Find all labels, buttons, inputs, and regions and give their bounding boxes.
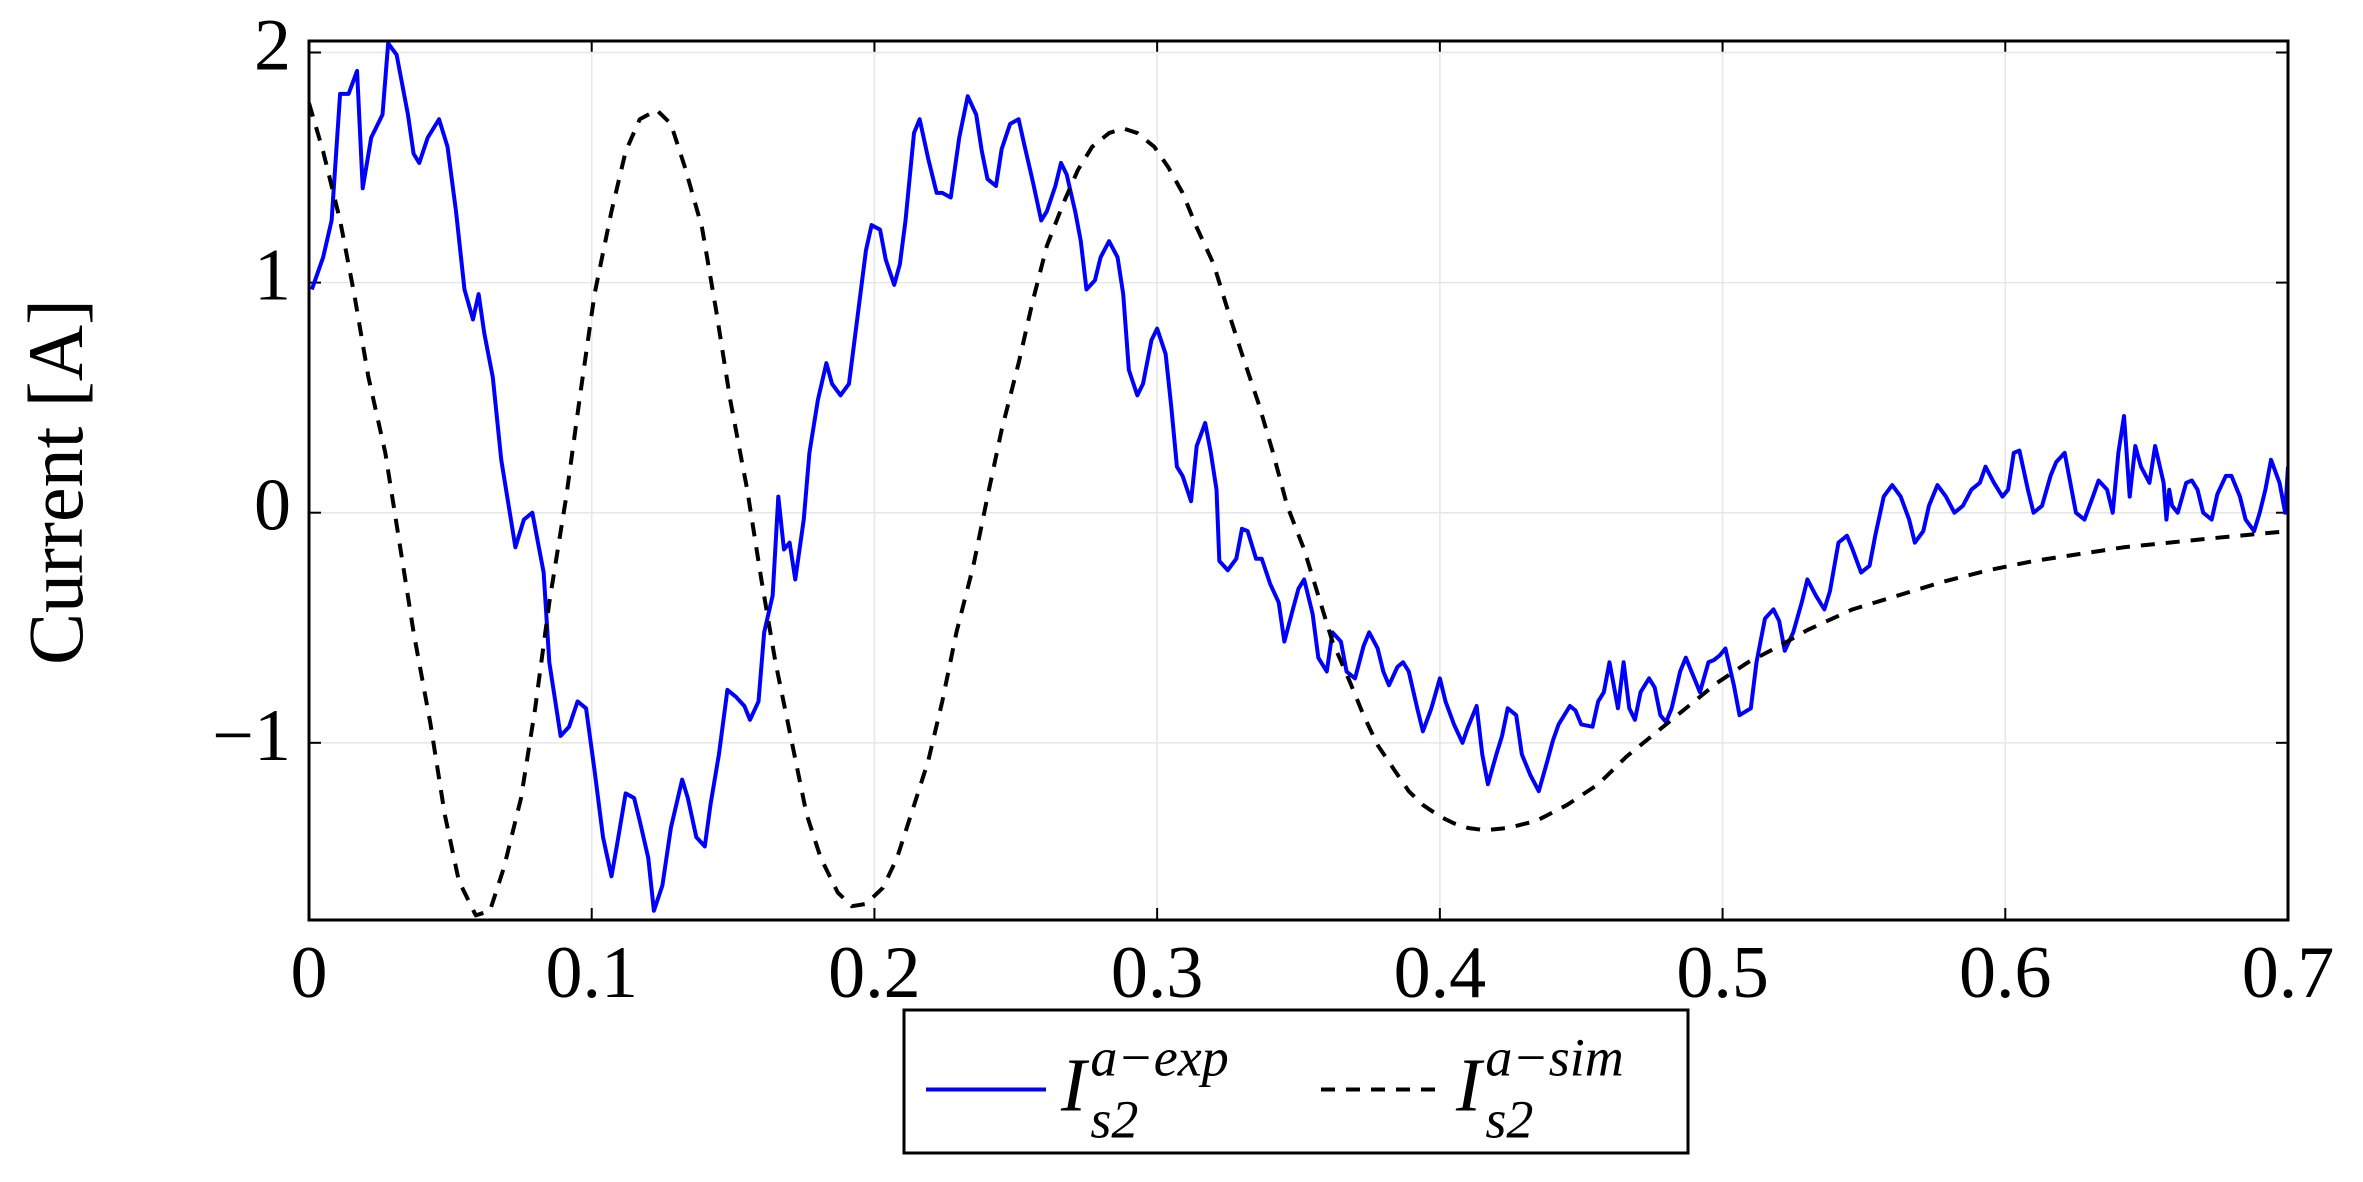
y-tick-label: 0: [254, 465, 291, 547]
y-tick-label: 1: [254, 235, 291, 317]
y-axis-label: Current [A]: [12, 299, 99, 665]
series-line: [309, 102, 2288, 918]
series-line: [309, 41, 2288, 913]
legend-label: Ia−exp s2: [1060, 1028, 1229, 1150]
x-tick-label: 0.2: [828, 932, 921, 1014]
x-tick-label: 0: [291, 932, 328, 1014]
legend-label: Ia−sim s2: [1455, 1028, 1624, 1150]
x-tick-label: 0.5: [1676, 932, 1769, 1014]
legend-box: [902, 1008, 1690, 1155]
y-tick-label: 2: [254, 4, 291, 86]
x-tick-label: 0.7: [2242, 932, 2335, 1014]
x-tick-label: 0.6: [1959, 932, 2052, 1014]
x-tick-label: 0.1: [545, 932, 638, 1014]
x-tick-label: 0.4: [1394, 932, 1487, 1014]
plot-frame: [307, 39, 2290, 922]
x-tick-label: 0.3: [1111, 932, 1204, 1014]
y-tick-label: −1: [212, 695, 291, 777]
